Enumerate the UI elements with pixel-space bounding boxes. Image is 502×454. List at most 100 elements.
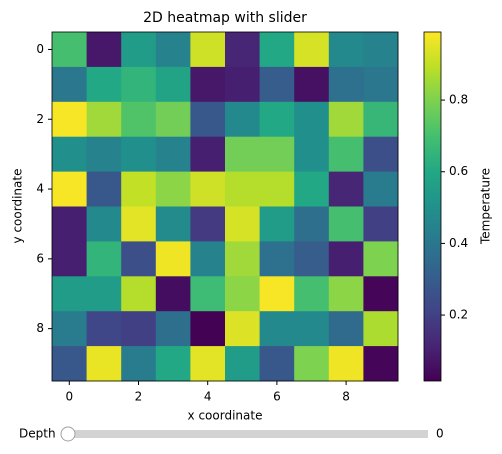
heatmap-cell: [155, 101, 191, 138]
heatmap-cell: [190, 32, 226, 68]
colorbar-tick-label: 0.2: [449, 308, 468, 322]
heatmap-cell: [121, 311, 157, 347]
heatmap-cell: [52, 136, 87, 172]
heatmap-cell: [52, 66, 87, 103]
x-axis-label: x coordinate: [188, 409, 263, 423]
heatmap-cell: [86, 101, 122, 138]
heatmap-cell: [225, 136, 260, 172]
y-axis-label: y coordinate: [11, 169, 25, 244]
heatmap-cell: [363, 206, 399, 242]
heatmap-cell: [190, 66, 226, 103]
heatmap-cell: [121, 66, 157, 103]
heatmap-cell: [121, 101, 157, 138]
heatmap-cell: [121, 32, 157, 68]
heatmap-cell: [328, 241, 364, 277]
heatmap-cell: [328, 171, 364, 207]
heatmap-cell: [294, 241, 330, 277]
heatmap-cell: [52, 206, 87, 242]
heatmap-cell: [155, 206, 191, 242]
heatmap-cell: [259, 311, 295, 347]
heatmap-cell: [363, 311, 399, 347]
heatmap-cell: [86, 32, 122, 68]
heatmap-cell: [363, 276, 399, 312]
x-tick-label: 8: [342, 390, 350, 404]
heatmap-cell: [363, 136, 399, 172]
heatmap-cell: [294, 171, 330, 207]
heatmap-cell: [121, 276, 157, 312]
x-tick-label: 0: [65, 390, 73, 404]
heatmap-cell: [155, 346, 191, 382]
heatmap-cell: [86, 136, 122, 172]
heatmap-cell: [259, 276, 295, 312]
heatmap-cell: [86, 276, 122, 312]
x-tick-label: 6: [273, 390, 281, 404]
heatmap-cell: [86, 346, 122, 382]
heatmap-cell: [225, 276, 260, 312]
heatmap-cell: [328, 66, 364, 103]
heatmap-cell: [225, 171, 260, 207]
heatmap-cell: [190, 276, 226, 312]
heatmap-cell: [363, 346, 399, 382]
slider-handle[interactable]: [60, 426, 76, 442]
heatmap-cell: [86, 206, 122, 242]
heatmap-cell: [52, 32, 87, 68]
heatmap-cell: [259, 101, 295, 138]
heatmap-cell: [121, 206, 157, 242]
heatmap-cell: [259, 136, 295, 172]
heatmap-cell: [190, 241, 226, 277]
x-tick-label: 2: [135, 390, 143, 404]
heatmap-cell: [259, 66, 295, 103]
heatmap-cell: [363, 101, 399, 138]
heatmap-cell: [294, 276, 330, 312]
heatmap-cell: [259, 346, 295, 382]
heatmap-cell: [294, 32, 330, 68]
heatmap-cell: [121, 346, 157, 382]
heatmap-cell: [190, 136, 226, 172]
heatmap-cell: [155, 136, 191, 172]
colorbar: [423, 31, 442, 382]
heatmap-cell: [225, 32, 260, 68]
heatmap-cell: [294, 346, 330, 382]
heatmap-cell: [52, 101, 87, 138]
heatmap-cell: [225, 101, 260, 138]
chart-title: 2D heatmap with slider: [143, 10, 307, 26]
y-tick-label: 0: [36, 42, 44, 56]
heatmap-cell: [225, 206, 260, 242]
heatmap-cell: [190, 101, 226, 138]
heatmap-cell: [225, 346, 260, 382]
y-tick-label: 6: [36, 251, 44, 265]
heatmap-cell: [190, 171, 226, 207]
heatmap-cell: [328, 276, 364, 312]
heatmap-cell: [328, 206, 364, 242]
heatmap-cell: [328, 346, 364, 382]
heatmap-cell: [86, 66, 122, 103]
heatmap-cell: [225, 311, 260, 347]
slider-track[interactable]: [68, 430, 428, 438]
plot-frame: [51, 31, 399, 382]
heatmap-cell: [363, 66, 399, 103]
colorbar-label: Temperature: [479, 168, 493, 245]
heatmap-cell: [52, 241, 87, 277]
colorbar-tick-label: 0.8: [449, 93, 468, 107]
heatmap-cell: [155, 66, 191, 103]
heatmap-cell: [259, 241, 295, 277]
heatmap-cell: [190, 206, 226, 242]
heatmap-cell: [294, 66, 330, 103]
heatmap-cell: [121, 241, 157, 277]
heatmap-cell: [52, 171, 87, 207]
heatmap-cell: [259, 32, 295, 68]
heatmap-cell: [328, 311, 364, 347]
heatmap-cell: [52, 276, 87, 312]
heatmap-cell: [328, 32, 364, 68]
colorbar-tick-label: 0.4: [449, 236, 468, 250]
y-tick-label: 4: [36, 182, 44, 196]
heatmap-cell: [155, 32, 191, 68]
heatmap-cell: [225, 66, 260, 103]
colorbar-tick-label: 0.6: [449, 164, 468, 178]
heatmap-cell: [259, 171, 295, 207]
heatmap-cell: [363, 32, 399, 68]
heatmap-cell: [121, 171, 157, 207]
heatmap-cell: [52, 346, 87, 382]
heatmap-cell: [294, 311, 330, 347]
